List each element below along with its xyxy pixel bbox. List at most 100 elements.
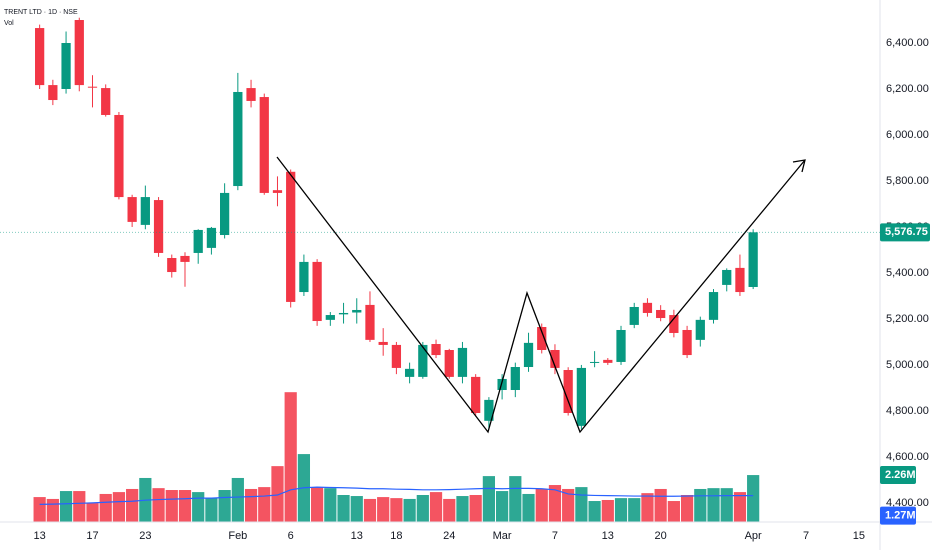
- candle-body: [669, 315, 679, 333]
- volume-bar: [178, 490, 192, 522]
- volume-bar: [59, 491, 73, 522]
- volume-bar: [324, 488, 337, 522]
- volume-bar: [535, 488, 548, 522]
- x-tick-label: 7: [803, 530, 809, 542]
- y-tick-label: 4,800.00: [886, 405, 929, 417]
- candle-body: [695, 319, 705, 340]
- candle-body: [299, 261, 309, 293]
- candle-body: [603, 359, 613, 363]
- candle-body: [286, 171, 296, 302]
- volume-bar: [231, 477, 244, 522]
- candle-body: [444, 349, 454, 377]
- candle-body: [656, 309, 666, 319]
- volume-bar: [46, 498, 59, 522]
- volume-bar: [429, 492, 443, 522]
- x-tick-label: 20: [655, 530, 667, 542]
- volume-bar: [588, 501, 601, 522]
- volume-bar: [152, 488, 165, 522]
- volume-bar: [377, 497, 390, 522]
- last-price-label: 5,576.75: [885, 226, 928, 238]
- y-tick-label: 4,600.00: [886, 451, 929, 463]
- volume-bar: [694, 488, 707, 522]
- candle-body: [48, 85, 58, 101]
- last-volume-tag: [880, 466, 916, 485]
- plot-area: [33, 17, 760, 522]
- candle-body: [312, 261, 322, 322]
- volume-label: Vol: [4, 20, 14, 27]
- candle-body: [272, 190, 283, 193]
- candle-body: [74, 20, 84, 86]
- x-tick-label: Feb: [228, 530, 247, 542]
- volume-bar: [218, 490, 231, 522]
- candle-body: [682, 329, 692, 356]
- volume-bar: [707, 488, 720, 522]
- y-tick-label: 6,200.00: [886, 83, 929, 95]
- volume-bar: [271, 466, 284, 522]
- y-tick-label: 6,000.00: [886, 129, 929, 141]
- volume-bar: [192, 492, 205, 522]
- x-tick-label: 18: [390, 530, 402, 542]
- candle-body: [114, 114, 124, 198]
- volume-bar: [733, 492, 747, 522]
- volume-bar: [99, 493, 112, 522]
- candle-body: [550, 349, 560, 368]
- candle-body: [431, 344, 441, 356]
- volume-ma-line: [39, 486, 754, 505]
- candle-body: [193, 229, 203, 253]
- volume-ma-tag: [880, 506, 916, 525]
- candle-body: [629, 306, 639, 325]
- volume-bar: [614, 498, 628, 522]
- candle-body: [457, 347, 468, 377]
- candle-body: [61, 43, 71, 89]
- last-volume-label: 2.26M: [885, 469, 916, 481]
- pattern-trendline: [276, 156, 806, 434]
- candle-body: [153, 200, 164, 253]
- candle-body: [180, 255, 190, 262]
- volume-bar: [205, 498, 218, 522]
- candle-body: [484, 399, 494, 421]
- x-tick-label: Mar: [493, 530, 512, 542]
- volume-bar: [548, 485, 562, 522]
- volume-bar: [720, 488, 733, 522]
- candle-body: [497, 378, 507, 391]
- y-tick-label: 5,800.00: [886, 175, 929, 187]
- volume-bar: [456, 496, 469, 522]
- volume-bar: [33, 497, 46, 522]
- volume-bar: [337, 495, 350, 522]
- volume-bar: [628, 498, 641, 522]
- candle-body: [352, 309, 362, 313]
- candle-body: [127, 197, 137, 222]
- volume-bar: [641, 493, 654, 522]
- volume-bar: [363, 498, 377, 522]
- volume-bar: [350, 496, 363, 522]
- volume-bar: [244, 488, 258, 522]
- candle-body: [471, 376, 481, 414]
- volume-bar: [284, 392, 297, 522]
- x-tick-label: 15: [853, 530, 865, 542]
- volume-bar: [86, 503, 99, 522]
- candle-body: [616, 329, 626, 362]
- volume-bar: [311, 487, 324, 522]
- volume-bar: [575, 487, 588, 522]
- candle-body: [589, 361, 600, 363]
- x-tick-label: 6: [288, 530, 294, 542]
- volume-bar: [522, 493, 535, 522]
- candle-body: [537, 326, 547, 350]
- candle-body: [167, 258, 177, 273]
- last-price-tag: [880, 223, 930, 242]
- volume-bar: [680, 495, 694, 522]
- x-tick-label: 13: [602, 530, 614, 542]
- y-tick-label: 5,400.00: [886, 267, 929, 279]
- candle-body: [206, 227, 217, 248]
- arrow-head: [792, 159, 806, 173]
- candle-body: [325, 315, 335, 320]
- volume-bar: [390, 498, 403, 522]
- candle-body: [642, 302, 653, 313]
- candle-body: [246, 88, 256, 101]
- candle-body: [87, 86, 98, 88]
- volume-ma-label: 1.27M: [885, 510, 916, 522]
- y-tick-label: 5,000.00: [886, 359, 929, 371]
- candle-body: [748, 232, 758, 287]
- chart-title: TRENT LTD · 1D · NSE: [4, 9, 78, 16]
